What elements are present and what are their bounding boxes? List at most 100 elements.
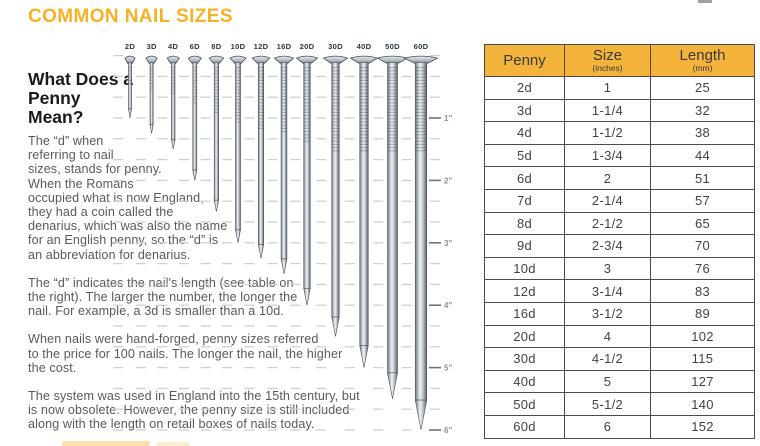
nail-60d: 60D xyxy=(403,42,439,431)
table-header-row: Penny Size (inches) Length (mm) xyxy=(484,44,755,77)
nail-size-table: Penny Size (inches) Length (mm) 2d 1 25 3d 1… xyxy=(484,44,755,439)
col-header-label: Length xyxy=(679,47,726,65)
col-header-penny: Penny xyxy=(484,44,565,77)
nail-size-label: 20D xyxy=(300,42,315,51)
nail-point xyxy=(171,139,176,150)
nail-point xyxy=(359,345,369,368)
table-row: 30d 4-1/2 115 xyxy=(484,347,755,371)
nail-point xyxy=(331,316,340,337)
col-header-sublabel: (inches) xyxy=(592,62,623,73)
col-header-size: Size (inches) xyxy=(564,44,651,77)
nail-size-label: 50D xyxy=(385,42,400,51)
nail-shaft xyxy=(192,62,198,171)
table-cell: 16d xyxy=(484,301,565,326)
nail-size-label: 2D xyxy=(125,42,136,51)
table-cell: 2 xyxy=(564,166,651,190)
table-cell: 1 xyxy=(564,76,651,100)
table-row: 9d 2-3/4 70 xyxy=(484,234,755,258)
table-cell: 4 xyxy=(564,324,651,349)
ruler-label: 6" xyxy=(444,426,452,435)
table-cell: 127 xyxy=(650,369,755,394)
table-cell: 4d xyxy=(484,121,565,145)
nail-shaft xyxy=(331,62,340,318)
nail-8d: 8D xyxy=(208,42,225,212)
table-cell: 89 xyxy=(650,301,755,326)
table-cell: 30d xyxy=(484,347,565,371)
table-cell: 115 xyxy=(650,347,755,371)
table-cell: 9d xyxy=(484,234,565,258)
nail-shaft xyxy=(128,62,132,110)
inch-ruler: 1" 2" 3" 4" 5" 6" xyxy=(429,54,452,435)
nail-10d: 10D xyxy=(229,42,247,243)
table-cell: 32 xyxy=(650,98,755,123)
table-cell: 60d xyxy=(484,414,565,439)
nail-shaft xyxy=(359,62,369,346)
nail-point xyxy=(280,258,288,275)
nail-20d: 20D xyxy=(295,42,319,306)
ruler-label: 3" xyxy=(444,239,452,248)
ruler-label: 2" xyxy=(444,176,452,185)
nail-size-label: 40D xyxy=(357,42,372,51)
nail-size-label: 3D xyxy=(146,42,157,51)
table-cell: 40d xyxy=(484,369,565,394)
table-cell: 25 xyxy=(650,76,755,100)
table-cell: 3 xyxy=(564,256,651,281)
table-cell: 1-1/2 xyxy=(564,121,651,145)
table-cell: 5-1/2 xyxy=(564,392,651,416)
nail-size-label: 8D xyxy=(211,42,222,51)
intro-paragraph-4: The system was used in England into the … xyxy=(28,389,360,432)
table-cell: 65 xyxy=(650,211,755,236)
table-cell: 140 xyxy=(650,392,755,416)
nail-point xyxy=(149,124,154,134)
nail-point xyxy=(257,244,265,259)
table-cell: 152 xyxy=(650,414,755,439)
cutoff-heading-fragment xyxy=(156,442,190,446)
table-cell: 7d xyxy=(484,188,565,213)
table-cell: 5d xyxy=(484,143,565,168)
table-cell: 76 xyxy=(650,256,755,281)
col-header-sublabel: (mm) xyxy=(692,62,713,73)
measurement-grid xyxy=(113,54,412,431)
nail-16d: 16D xyxy=(273,42,295,275)
nail-size-label: 12D xyxy=(254,42,269,51)
nail-40d: 40D xyxy=(349,42,379,368)
intro-paragraph-2: The “d” indicates the nail's length (see… xyxy=(28,275,298,319)
nail-shaft xyxy=(235,62,241,231)
intro-heading: What Does a Penny Mean? xyxy=(28,69,134,127)
table-cell: 2-1/2 xyxy=(564,211,651,236)
table-row: 20d 4 102 xyxy=(484,324,755,349)
table-row: 16d 3-1/2 89 xyxy=(484,301,755,326)
table-cell: 3-1/2 xyxy=(564,301,651,326)
nail-4d: 4D xyxy=(166,42,180,150)
intro-paragraph-1: The “d” when referring to nail sizes, st… xyxy=(28,134,228,262)
nails: 2D 3D 4D 6D 8D 10D 12D 16D 20D 30D 40D 50D 60D xyxy=(124,42,439,431)
table-cell: 10d xyxy=(484,256,565,281)
col-header-label: Size xyxy=(592,47,623,65)
table-cell: 2-1/4 xyxy=(564,188,651,213)
page-title: COMMON NAIL SIZES xyxy=(28,6,233,27)
table-cell: 51 xyxy=(650,166,755,190)
ruler-label: 1" xyxy=(444,114,452,123)
table-cell: 8d xyxy=(484,211,565,236)
cutoff-artifact xyxy=(698,0,712,3)
nail-point xyxy=(414,399,428,431)
table-cell: 12d xyxy=(484,279,565,303)
table-row: 10d 3 76 xyxy=(484,256,755,281)
table-row: 4d 1-1/2 38 xyxy=(484,121,755,145)
table-row: 5d 1-3/4 44 xyxy=(484,143,755,168)
nail-6d: 6D xyxy=(187,42,202,181)
ruler-label: 4" xyxy=(444,301,452,310)
table-cell: 1-3/4 xyxy=(564,143,651,168)
table-row: 2d 1 25 xyxy=(484,76,755,100)
nail-size-label: 10D xyxy=(231,42,246,51)
table-cell: 102 xyxy=(650,324,755,349)
table-row: 3d 1-1/4 32 xyxy=(484,98,755,123)
ruler-label: 5" xyxy=(444,364,452,373)
nail-shaft xyxy=(414,62,428,401)
nail-shaft xyxy=(280,62,288,260)
nail-30d: 30D xyxy=(322,42,349,337)
nail-point xyxy=(235,229,241,243)
intro-section: What Does a Penny Mean? The “d” when ref… xyxy=(28,62,378,444)
table-cell: 20d xyxy=(484,324,565,349)
